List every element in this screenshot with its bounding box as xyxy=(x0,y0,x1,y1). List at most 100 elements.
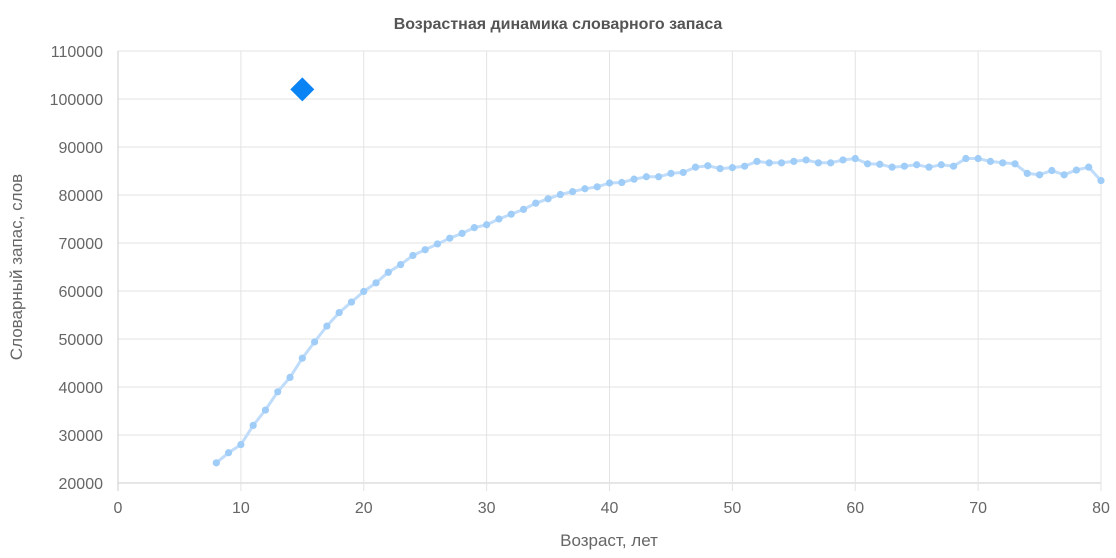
data-point xyxy=(863,160,872,168)
series-points-group xyxy=(212,154,1105,467)
data-point xyxy=(851,154,859,163)
data-point xyxy=(1097,177,1105,185)
x-axis-ticks: 0 10 20 30 40 50 60 70 80 xyxy=(114,500,1110,517)
data-point xyxy=(741,162,749,170)
data-point xyxy=(630,175,638,183)
data-point xyxy=(949,162,958,170)
data-point xyxy=(728,164,736,172)
data-point xyxy=(1060,171,1068,179)
x-axis-label: Возраст, лет xyxy=(560,531,658,550)
y-tick-label: 80000 xyxy=(59,188,104,205)
data-point xyxy=(372,279,380,287)
data-point xyxy=(1085,163,1093,171)
data-point xyxy=(544,195,552,203)
data-point xyxy=(237,441,245,449)
data-point xyxy=(212,459,220,467)
x-tick-label: 0 xyxy=(114,500,123,517)
x-tick-label: 70 xyxy=(969,500,987,517)
data-point xyxy=(618,178,626,187)
data-point xyxy=(1023,169,1031,177)
data-point xyxy=(937,161,945,169)
data-point xyxy=(298,354,306,362)
data-point xyxy=(999,159,1007,167)
data-point xyxy=(286,373,294,381)
data-point xyxy=(814,159,822,167)
y-tick-label: 40000 xyxy=(59,380,104,397)
data-point xyxy=(827,159,835,167)
x-tick-label: 10 xyxy=(232,500,250,517)
y-axis-label: Словарный запас, слов xyxy=(7,174,26,360)
data-point xyxy=(704,162,712,170)
data-point xyxy=(495,215,503,223)
data-point xyxy=(1035,171,1044,179)
diamond-marker xyxy=(290,77,315,102)
y-tick-label: 20000 xyxy=(59,476,104,493)
data-point xyxy=(347,298,356,306)
y-axis-ticks: 20000 30000 40000 50000 60000 70000 80000 90000… xyxy=(50,44,103,493)
y-tick-label: 70000 xyxy=(59,236,104,253)
data-point xyxy=(1011,160,1019,168)
data-point xyxy=(986,157,995,165)
data-point xyxy=(397,261,405,269)
data-point xyxy=(790,157,798,165)
data-point xyxy=(593,183,601,191)
data-point xyxy=(962,154,970,163)
data-point xyxy=(655,173,663,181)
chart-title: Возрастная динамика словарного запаса xyxy=(394,16,723,33)
y-tick-label: 30000 xyxy=(59,428,104,445)
data-point xyxy=(839,156,847,164)
data-point xyxy=(433,240,442,248)
data-point xyxy=(581,185,589,193)
data-point xyxy=(900,162,909,170)
data-point xyxy=(323,322,331,330)
data-point xyxy=(777,159,786,167)
data-point xyxy=(802,156,810,164)
data-point xyxy=(446,234,454,242)
data-point xyxy=(360,287,368,296)
data-point xyxy=(667,169,675,177)
data-point xyxy=(888,163,896,171)
data-point xyxy=(691,163,700,171)
data-point xyxy=(605,179,614,187)
data-point xyxy=(470,224,478,232)
series-line xyxy=(214,157,1103,465)
data-point xyxy=(409,251,417,260)
data-point xyxy=(642,173,650,181)
y-tick-label: 100000 xyxy=(50,92,103,109)
data-point xyxy=(335,309,343,317)
data-point xyxy=(765,159,773,167)
marker-group xyxy=(290,77,315,102)
grid-lines xyxy=(117,50,1102,491)
data-point xyxy=(913,161,921,169)
data-point xyxy=(569,188,577,196)
data-point xyxy=(384,268,392,276)
x-tick-label: 80 xyxy=(1092,500,1110,517)
data-point xyxy=(876,160,884,168)
data-point xyxy=(925,163,933,171)
x-tick-label: 20 xyxy=(355,500,373,517)
x-tick-label: 40 xyxy=(601,500,619,517)
data-point xyxy=(249,421,257,429)
data-point xyxy=(274,388,282,396)
y-tick-label: 110000 xyxy=(51,44,103,61)
data-point xyxy=(224,449,233,457)
y-tick-label: 90000 xyxy=(59,140,104,157)
x-tick-label: 60 xyxy=(846,500,864,517)
data-point xyxy=(1072,166,1081,174)
data-point xyxy=(421,246,429,254)
data-point xyxy=(458,229,466,237)
data-point xyxy=(679,168,687,177)
data-point xyxy=(1048,166,1056,175)
data-point xyxy=(311,338,319,346)
x-tick-label: 50 xyxy=(723,500,741,517)
data-point xyxy=(716,165,724,173)
y-tick-label: 50000 xyxy=(59,332,104,349)
data-point xyxy=(753,157,761,165)
data-point xyxy=(261,406,270,414)
data-point xyxy=(519,205,528,213)
data-point xyxy=(483,221,491,229)
x-tick-label: 30 xyxy=(478,500,496,517)
data-point xyxy=(507,210,515,218)
